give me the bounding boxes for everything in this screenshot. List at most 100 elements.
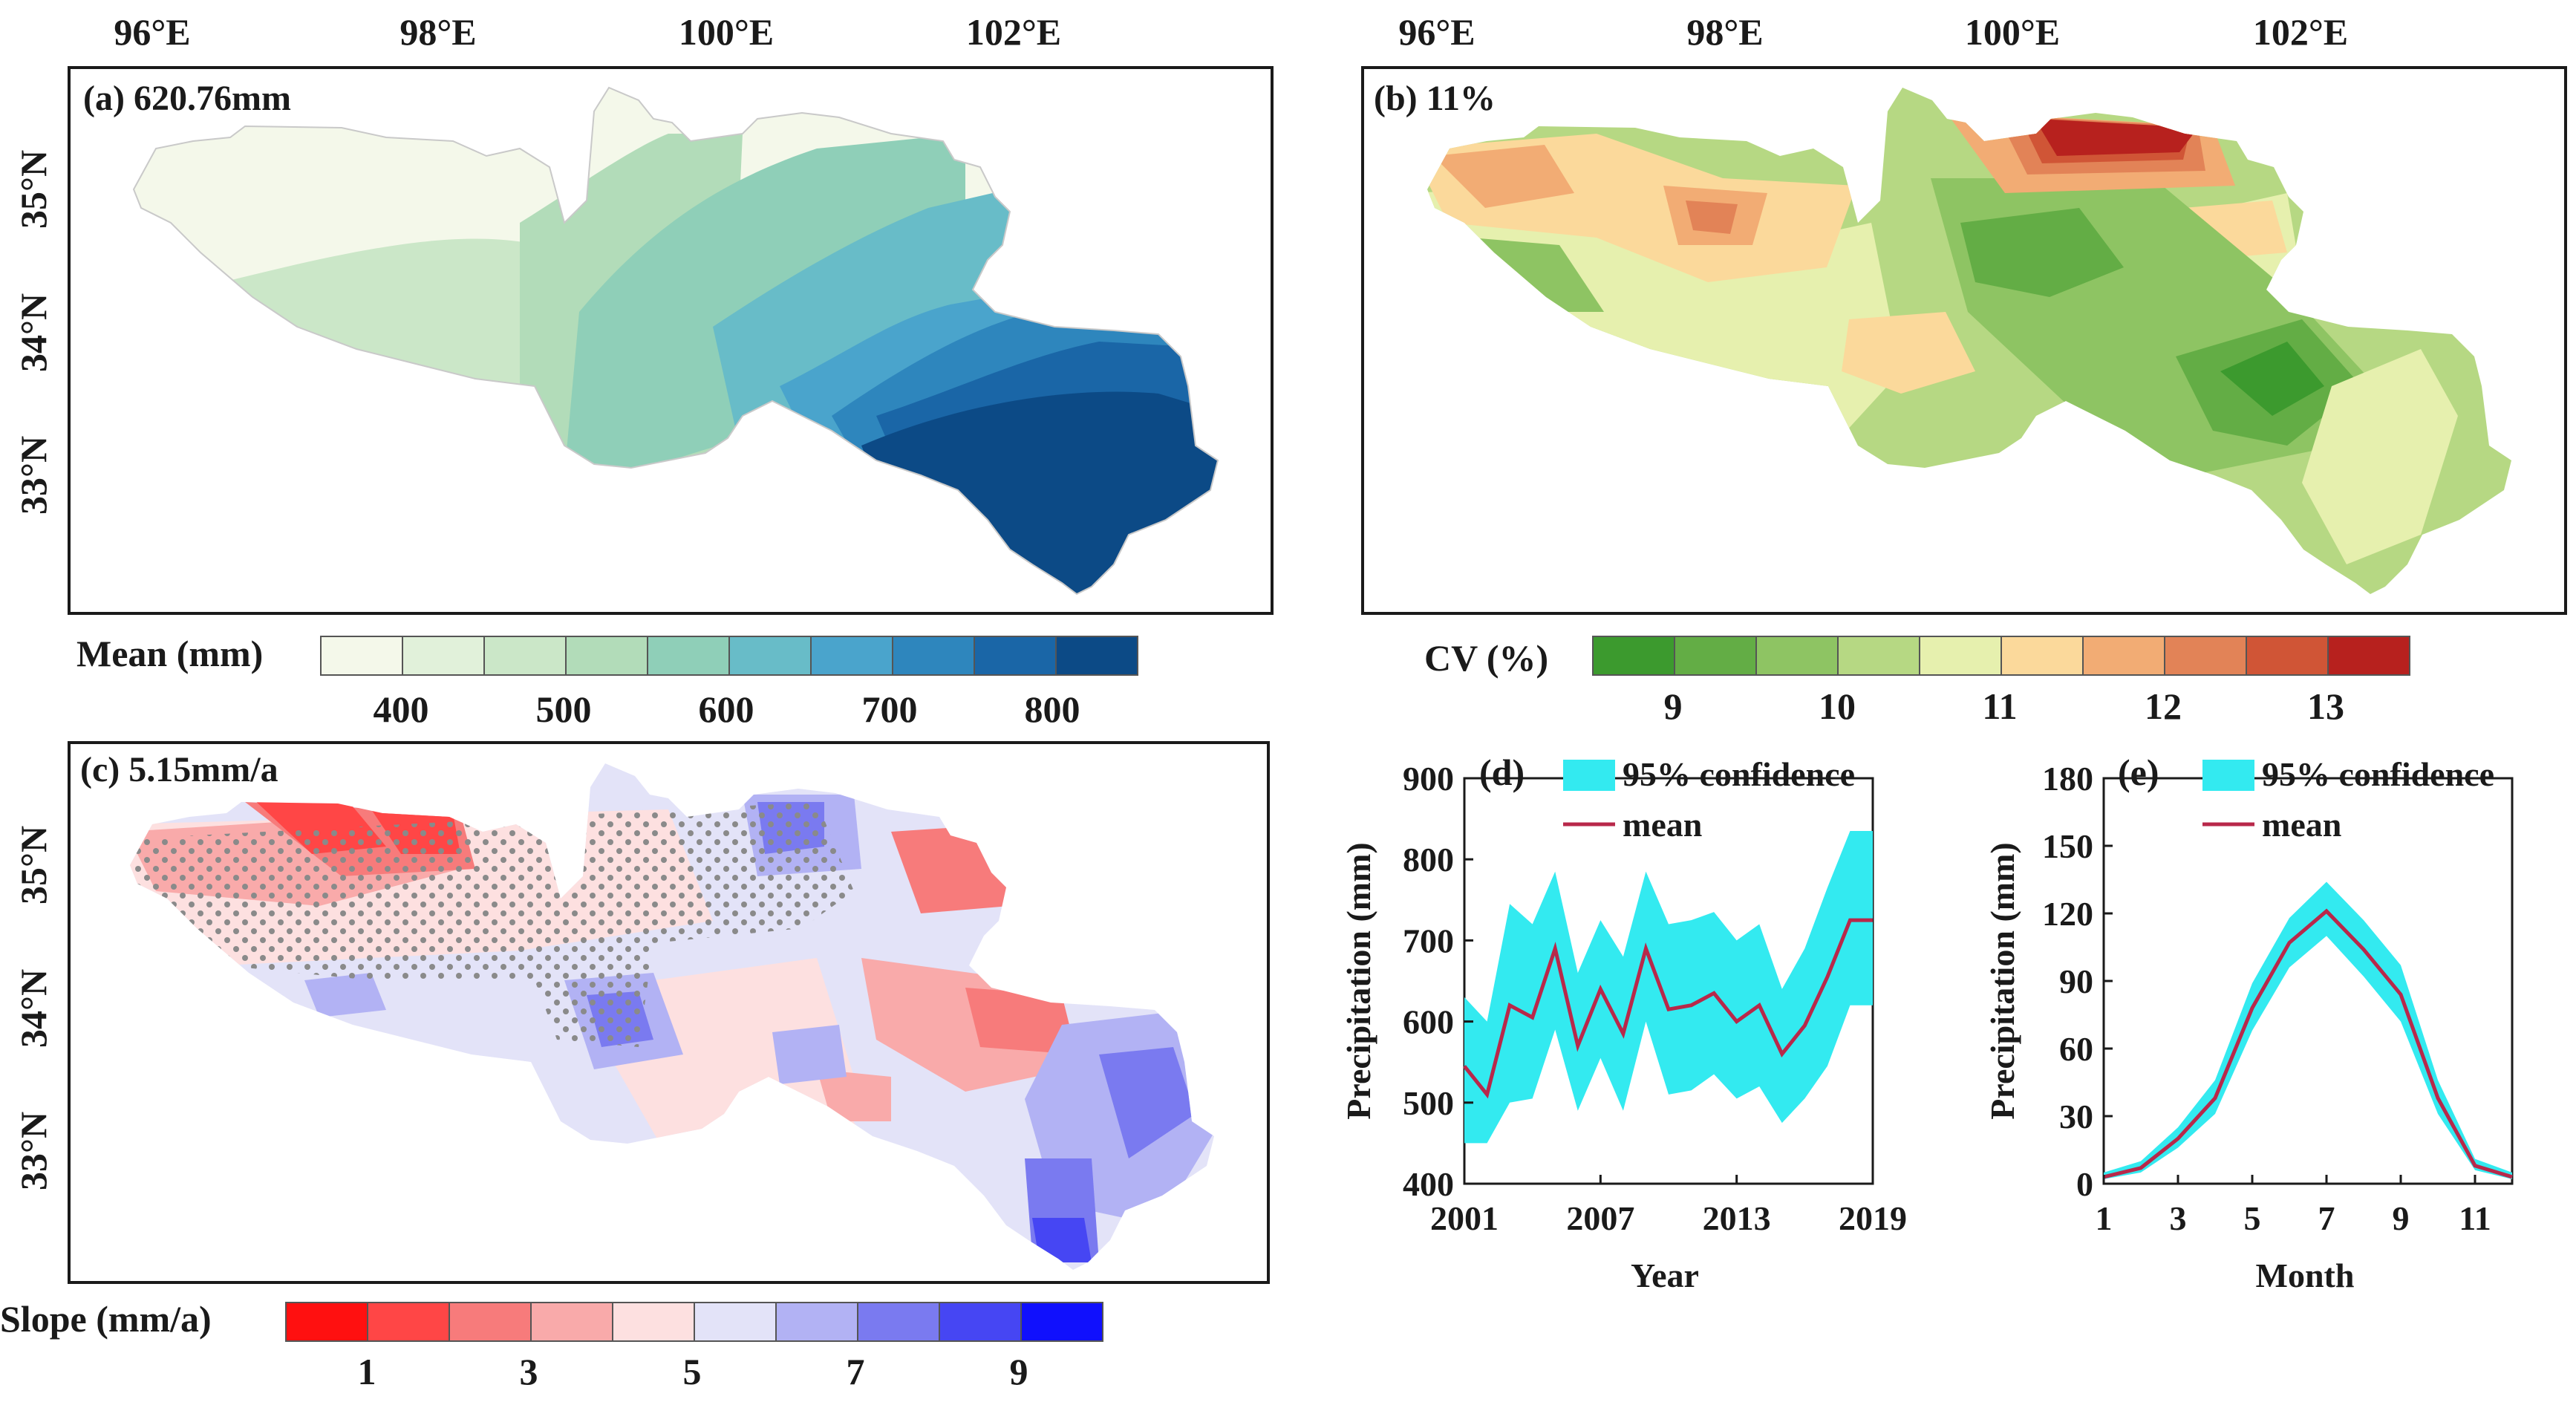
y-tick-label: 90 <box>2059 962 2093 1000</box>
colorbar-swatch <box>1919 636 2002 676</box>
cv-zone-green-4 <box>2220 342 2324 416</box>
lon-tick-96: 96°E <box>114 11 190 53</box>
panel-d-x-axis-label: Year <box>1631 1256 1699 1294</box>
panel-c: 35°N 34°N 33°N <box>0 741 1270 1392</box>
panel-d-legend-band: 95% confidence <box>1623 755 1855 793</box>
panel-e-chart: 0 30 60 90 120 150 180 1 3 5 7 9 11 <box>2042 760 2513 1237</box>
cbar-c-tick-1: 1 <box>358 1351 376 1392</box>
panel-c-colorbar-ticks: 1 3 5 7 9 <box>358 1351 1028 1392</box>
lon-tick-100: 100°E <box>1965 11 2060 53</box>
panel-e-x-axis-label: Month <box>2256 1256 2355 1294</box>
slope-zone-blue-w <box>304 973 386 1017</box>
panel-a-basin-outline <box>132 86 1219 596</box>
cbar-c-tick-5: 5 <box>683 1351 702 1392</box>
panel-a-label: (a) 620.76mm <box>83 79 291 118</box>
colorbar-swatch <box>285 1302 368 1342</box>
x-tick-label: 1 <box>2096 1199 2113 1237</box>
y-tick-label: 800 <box>1403 841 1454 878</box>
panel-b-colorbar-label: CV (%) <box>1424 637 1548 679</box>
x-tick-label: 2019 <box>1839 1199 1907 1237</box>
panel-b-colorbar-ticks: 9 10 11 12 13 <box>1664 685 2345 727</box>
mean-zone-10 <box>861 391 1218 594</box>
panel-b-label: (b) 11% <box>1374 79 1496 118</box>
colorbar-swatch <box>647 636 730 676</box>
cv-zone-orange-w4 <box>1686 201 1738 234</box>
colorbar-swatch <box>892 636 975 676</box>
panel-e-legend-band-swatch <box>2202 760 2254 791</box>
colorbar-swatch <box>2246 636 2329 676</box>
panel-c-colorbar-label: Slope (mm/a) <box>0 1298 212 1340</box>
colorbar-swatch <box>565 636 648 676</box>
cbar-b-tick-12: 12 <box>2145 685 2182 727</box>
panel-a-colorbar <box>320 636 1138 676</box>
panel-d-label: (d) <box>1479 752 1525 793</box>
colorbar-swatch <box>612 1302 695 1342</box>
x-tick-label: 9 <box>2393 1199 2410 1237</box>
colorbar-swatch <box>320 636 403 676</box>
x-tick-label: 3 <box>2170 1199 2187 1237</box>
lon-tick-102: 102°E <box>2253 11 2348 53</box>
panel-c-label: (c) 5.15mm/a <box>80 750 278 789</box>
cbar-c-tick-9: 9 <box>1010 1351 1028 1392</box>
colorbar-swatch <box>530 1302 613 1342</box>
cbar-a-tick-500: 500 <box>536 688 592 730</box>
panel-c-lat-ticks: 35°N 34°N 33°N <box>13 826 54 1190</box>
y-tick-label: 0 <box>2076 1165 2093 1203</box>
y-tick-label: 700 <box>1403 922 1454 959</box>
x-tick-label: 2007 <box>1566 1199 1634 1237</box>
colorbar-swatch <box>857 1302 940 1342</box>
colorbar-swatch <box>775 1302 858 1342</box>
x-tick-label: 2013 <box>1703 1199 1771 1237</box>
confidence-band <box>1464 830 1873 1144</box>
slope-zone-blue-c <box>772 1025 847 1084</box>
cv-zone-green-west <box>1470 238 1604 312</box>
colorbar-swatch <box>1055 636 1138 676</box>
panel-a-lon-ticks: 96°E 98°E 100°E 102°E <box>114 11 1061 53</box>
slope-zone-blue-se2 <box>1099 1047 1196 1158</box>
panel-e-label: (e) <box>2118 752 2159 793</box>
slope-zone-pink-s2 <box>817 1069 891 1121</box>
y-tick-label: 120 <box>2042 895 2093 933</box>
colorbar-swatch <box>1755 636 1839 676</box>
panel-e-y-axis-label: Precipitation (mm) <box>1983 842 2021 1119</box>
cbar-b-tick-11: 11 <box>1982 685 2017 727</box>
panel-d: 400 500 600 700 800 900 2001 2007 2013 2019 Preci… <box>1340 752 1907 1294</box>
panel-a-colorbar-label: Mean (mm) <box>76 633 263 674</box>
slope-zone-red-e2 <box>965 988 1077 1054</box>
x-tick-label: 7 <box>2318 1199 2335 1237</box>
y-tick-label: 180 <box>2042 760 2093 798</box>
lat-tick-35: 35°N <box>13 826 54 904</box>
colorbar-swatch <box>939 1302 1022 1342</box>
cbar-a-tick-600: 600 <box>699 688 754 730</box>
panel-a-colorbar-ticks: 400 500 600 700 800 <box>374 688 1080 730</box>
lat-tick-35: 35°N <box>13 150 54 229</box>
y-tick-label: 30 <box>2059 1098 2093 1135</box>
mean-line <box>2103 908 2513 1179</box>
lat-tick-34: 34°N <box>13 293 54 372</box>
colorbar-swatch <box>810 636 893 676</box>
colorbar-swatch <box>2327 636 2410 676</box>
colorbar-swatch <box>974 636 1057 676</box>
cbar-a-tick-700: 700 <box>862 688 918 730</box>
panel-b: 96°E 98°E 100°E 102°E (b) <box>1361 11 2567 727</box>
colorbar-swatch <box>367 1302 450 1342</box>
lon-tick-98: 98°E <box>400 11 476 53</box>
panel-e: 0 30 60 90 120 150 180 1 3 5 7 9 11 Precipitation (m… <box>1983 752 2514 1294</box>
y-tick-label: 150 <box>2042 827 2093 865</box>
colorbar-swatch <box>2082 636 2165 676</box>
cv-zone-north-4 <box>2035 119 2198 156</box>
cbar-b-tick-9: 9 <box>1664 685 1683 727</box>
slope-zone-stipple <box>130 802 854 1047</box>
lon-tick-98: 98°E <box>1686 11 1763 53</box>
panel-b-lon-ticks: 96°E 98°E 100°E 102°E <box>1398 11 2348 53</box>
panel-a-lat-ticks: 35°N 34°N 33°N <box>13 150 54 515</box>
cv-zone-green-2 <box>1960 208 2124 297</box>
x-tick-label: 11 <box>2459 1199 2491 1237</box>
panel-b-colorbar <box>1592 636 2410 676</box>
cv-zone-orange-w2 <box>1433 145 1574 208</box>
cbar-a-tick-800: 800 <box>1025 688 1080 730</box>
panel-e-legend-mean: mean <box>2262 806 2341 844</box>
cbar-b-tick-10: 10 <box>1819 685 1856 727</box>
panel-d-legend-band-swatch <box>1563 760 1615 791</box>
